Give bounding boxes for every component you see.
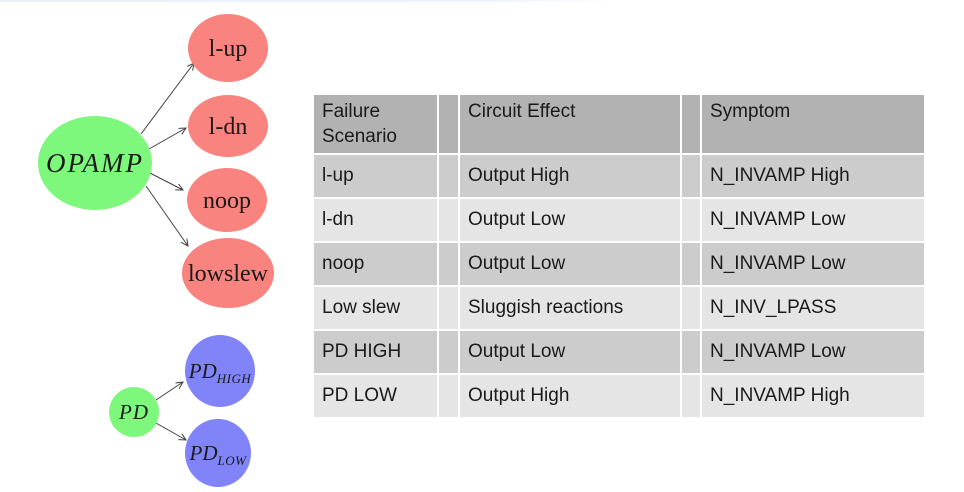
table-spacer-cell — [439, 243, 458, 285]
node-lup — [188, 14, 268, 82]
table-cell-effect: Output High — [460, 155, 680, 197]
node-ldn — [188, 95, 268, 157]
node-pd — [109, 387, 159, 437]
top-edge-highlight — [0, 0, 618, 2]
table-header-failure-scenario: Failure Scenario — [314, 95, 437, 153]
table-spacer-cell — [682, 331, 700, 373]
arrow-opamp-noop — [149, 172, 183, 190]
fault-tree-diagram: OPAMP l-up l-dn noop lowslew PD PDHIGH P… — [38, 14, 274, 487]
table-cell-scenario: PD HIGH — [314, 331, 437, 373]
table-spacer-cell — [682, 287, 700, 329]
table-cell-effect: Sluggish reactions — [460, 287, 680, 329]
table-spacer-cell — [439, 155, 458, 197]
node-lowslew — [182, 238, 274, 308]
table-spacer-cell — [682, 243, 700, 285]
table-header-spacer — [682, 95, 700, 153]
node-ldn-label: l-dn — [209, 114, 248, 140]
node-opamp — [38, 116, 152, 210]
node-noop-label: noop — [203, 188, 251, 214]
table-cell-scenario: noop — [314, 243, 437, 285]
table-cell-scenario: Low slew — [314, 287, 437, 329]
table-spacer-cell — [439, 199, 458, 241]
table-cell-effect: Output Low — [460, 199, 680, 241]
node-pd-label: PD — [118, 400, 149, 424]
arrow-opamp-ldn — [148, 128, 186, 150]
table-spacer-cell — [439, 287, 458, 329]
table-cell-symptom: N_INV_LPASS — [702, 287, 924, 329]
table-spacer-cell — [682, 199, 700, 241]
node-pd-low — [185, 419, 251, 487]
table-cell-scenario: l-dn — [314, 199, 437, 241]
table-cell-symptom: N_INVAMP High — [702, 375, 924, 417]
arrow-pd-low — [155, 422, 186, 440]
node-pd-high — [185, 335, 255, 407]
table-cell-effect: Output Low — [460, 331, 680, 373]
table-cell-symptom: N_INVAMP High — [702, 155, 924, 197]
table-header-circuit-effect: Circuit Effect — [460, 95, 680, 153]
table-cell-symptom: N_INVAMP Low — [702, 243, 924, 285]
table-spacer-cell — [439, 375, 458, 417]
table-cell-scenario: l-up — [314, 155, 437, 197]
table-spacer-cell — [682, 375, 700, 417]
node-pd-high-label: PDHIGH — [188, 359, 252, 386]
arrow-pd-high — [155, 382, 183, 401]
arrow-opamp-lup — [140, 63, 194, 135]
node-pd-low-label: PDLOW — [189, 441, 248, 468]
table-header-symptom: Symptom — [702, 95, 924, 153]
table-header-spacer — [439, 95, 458, 153]
table-spacer-cell — [682, 155, 700, 197]
node-opamp-label: OPAMP — [46, 148, 144, 178]
table-cell-effect: Output Low — [460, 243, 680, 285]
arrow-opamp-lowslew — [145, 185, 188, 246]
table-cell-symptom: N_INVAMP Low — [702, 331, 924, 373]
failure-table: Failure Scenario Circuit Effect Symptom … — [314, 95, 924, 417]
node-noop — [187, 168, 267, 232]
node-lup-label: l-up — [209, 36, 248, 62]
table-cell-effect: Output High — [460, 375, 680, 417]
table-cell-symptom: N_INVAMP Low — [702, 199, 924, 241]
node-lowslew-label: lowslew — [188, 261, 269, 287]
table-spacer-cell — [439, 331, 458, 373]
table-cell-scenario: PD LOW — [314, 375, 437, 417]
